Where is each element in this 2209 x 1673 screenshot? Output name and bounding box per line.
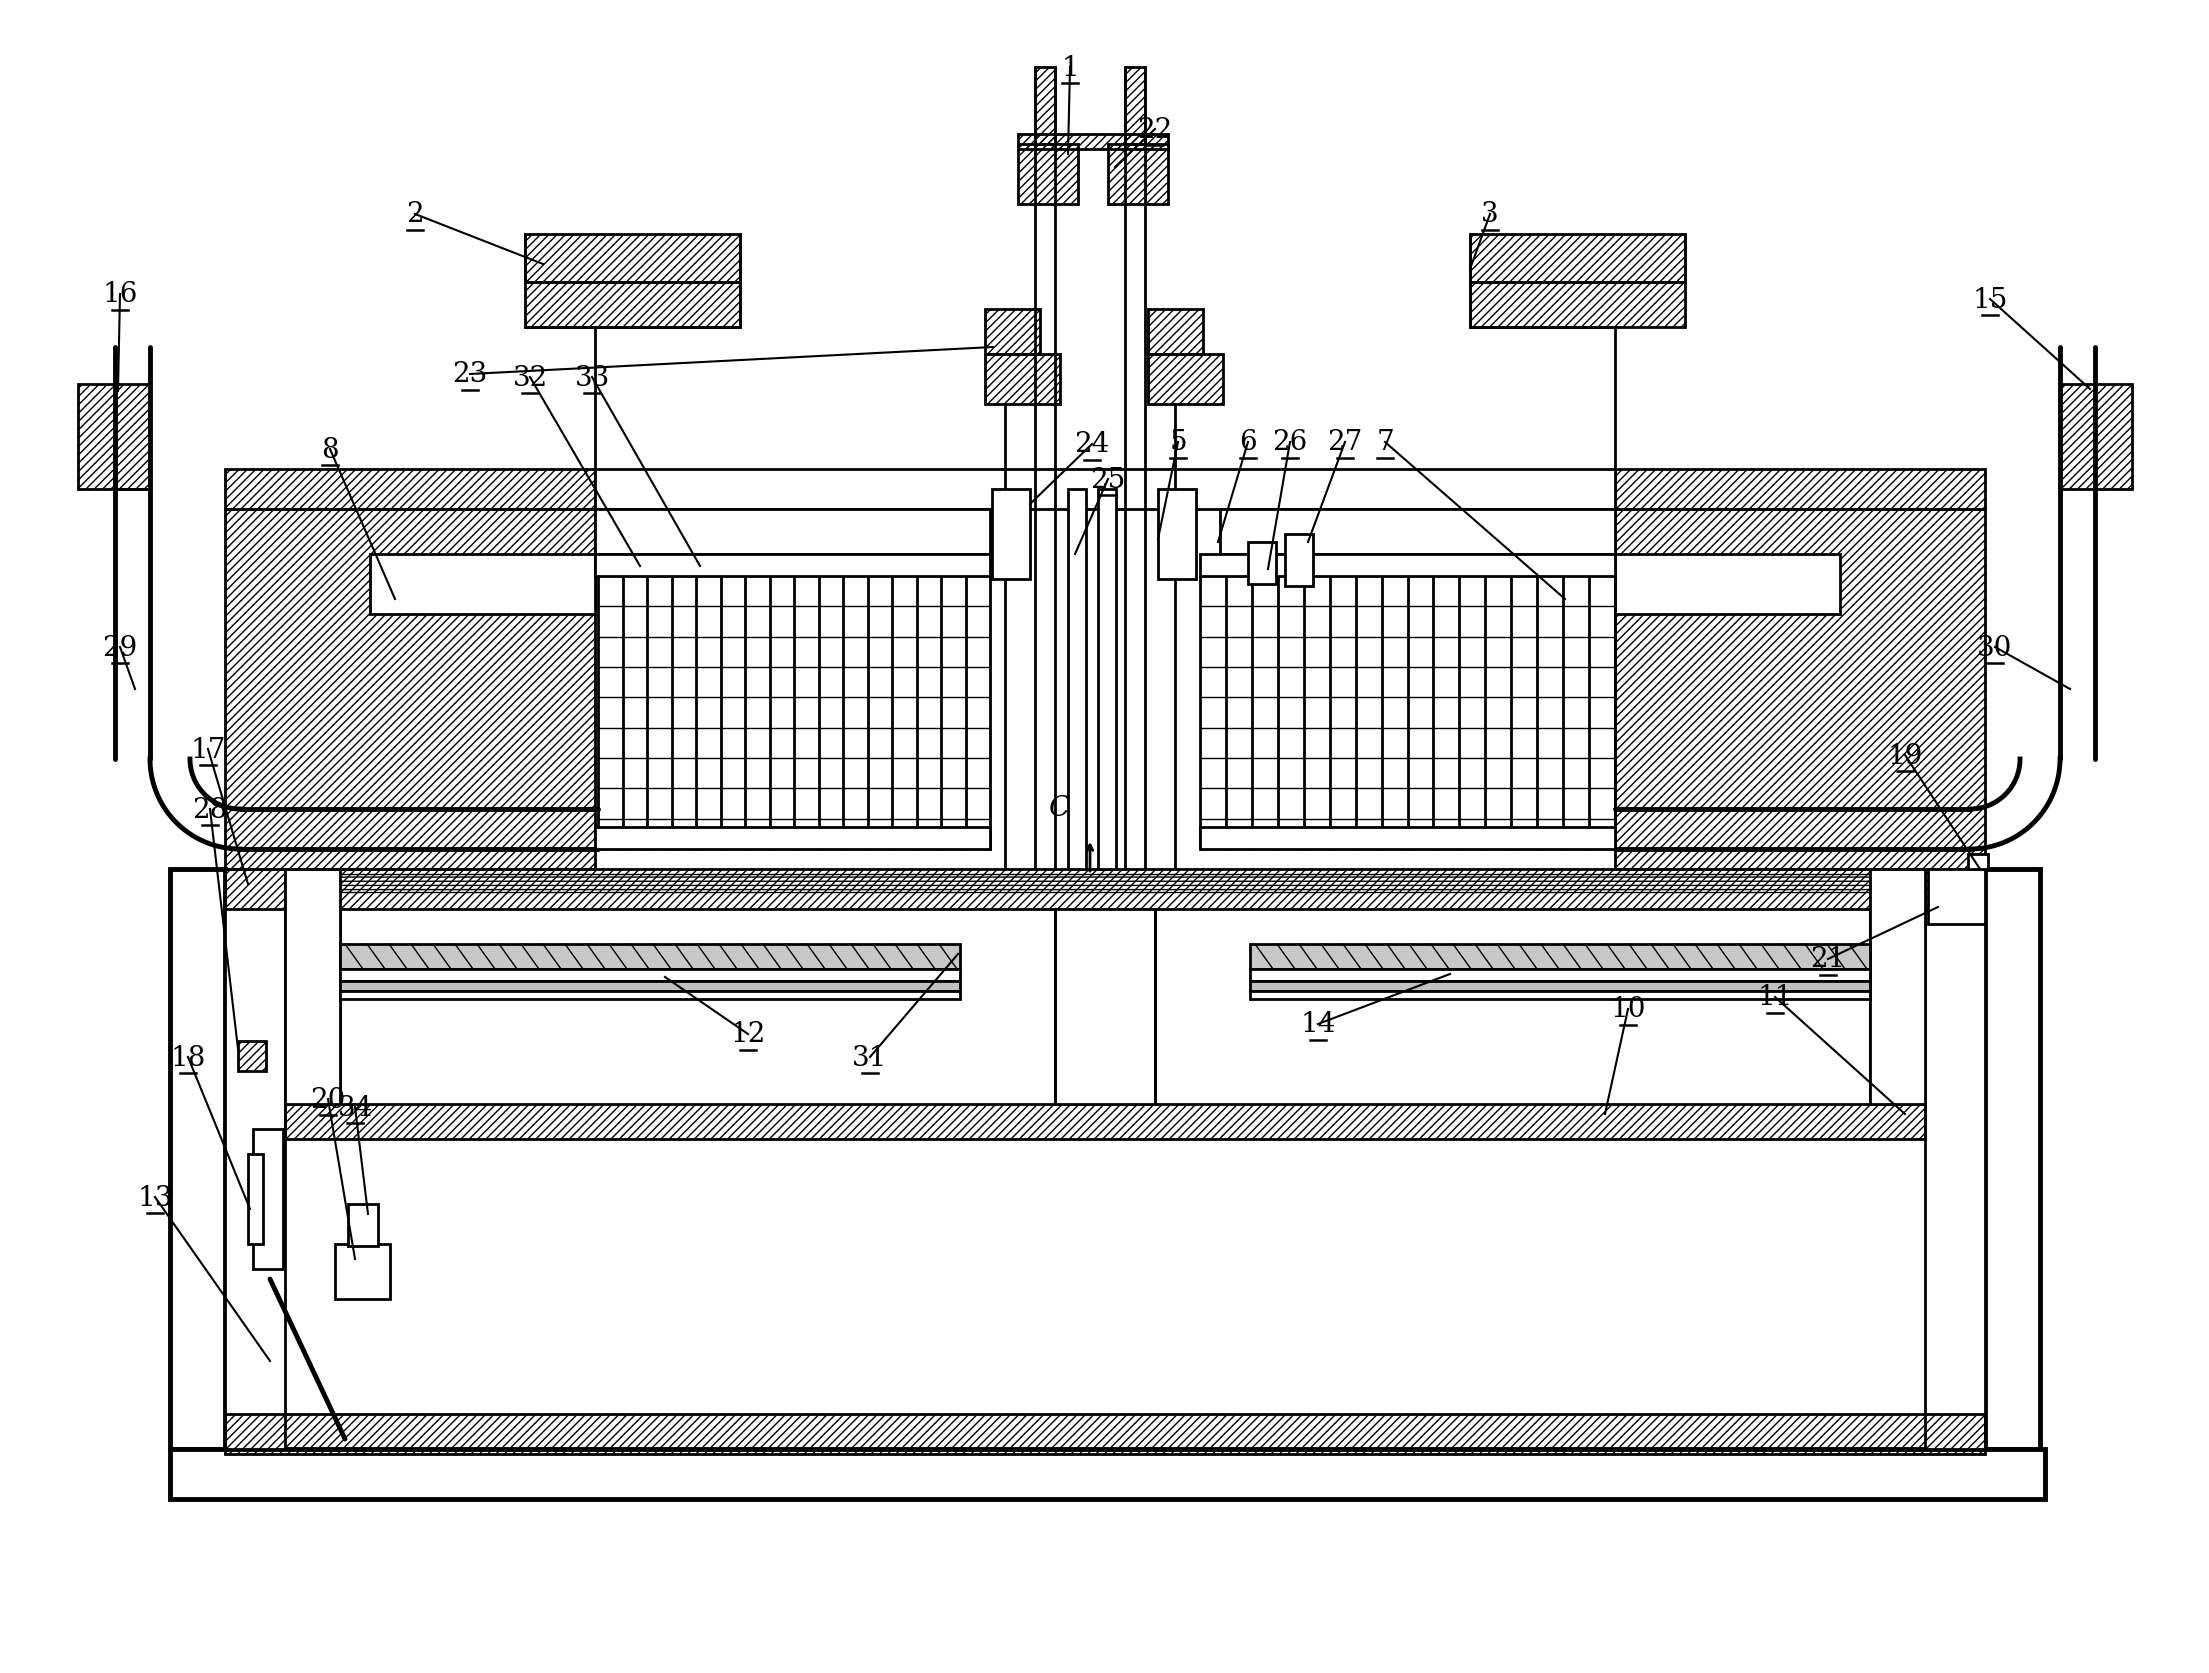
Bar bbox=[1968, 855, 1988, 870]
Bar bbox=[985, 310, 1040, 355]
Text: 24: 24 bbox=[1074, 432, 1109, 458]
Bar bbox=[1067, 490, 1087, 870]
Bar bbox=[170, 870, 225, 1449]
Text: 17: 17 bbox=[190, 736, 225, 763]
Bar bbox=[1036, 69, 1056, 146]
Text: 26: 26 bbox=[1272, 430, 1308, 457]
Bar bbox=[1199, 555, 1615, 577]
Bar bbox=[1924, 870, 1986, 1449]
Text: 23: 23 bbox=[453, 361, 488, 388]
Text: 11: 11 bbox=[1756, 984, 1794, 1010]
Bar bbox=[170, 1449, 2046, 1499]
Bar bbox=[225, 510, 594, 870]
Bar bbox=[1018, 136, 1169, 151]
Text: 20: 20 bbox=[309, 1086, 345, 1113]
Bar bbox=[1149, 355, 1224, 405]
Bar bbox=[369, 555, 594, 614]
Bar bbox=[285, 1104, 1924, 1139]
Bar bbox=[340, 982, 961, 992]
Bar bbox=[254, 1129, 283, 1270]
Bar bbox=[1615, 510, 1986, 870]
Bar bbox=[340, 969, 961, 982]
Bar bbox=[285, 910, 340, 1104]
Text: 32: 32 bbox=[512, 365, 548, 391]
Text: 18: 18 bbox=[170, 1044, 205, 1071]
Bar bbox=[1250, 945, 1871, 969]
Text: 28: 28 bbox=[192, 796, 228, 823]
Bar bbox=[985, 355, 1060, 405]
Bar bbox=[1469, 283, 1685, 328]
Text: 34: 34 bbox=[338, 1094, 373, 1121]
Bar bbox=[1250, 982, 1871, 992]
Bar bbox=[1248, 542, 1277, 584]
Bar bbox=[340, 945, 961, 969]
Bar bbox=[77, 385, 150, 490]
Bar bbox=[594, 555, 990, 577]
Text: 27: 27 bbox=[1328, 430, 1363, 457]
Text: 13: 13 bbox=[137, 1184, 172, 1211]
Text: 33: 33 bbox=[574, 365, 610, 391]
Bar bbox=[526, 234, 740, 283]
Text: 22: 22 bbox=[1138, 117, 1173, 144]
Text: 7: 7 bbox=[1376, 430, 1394, 457]
Bar bbox=[1124, 69, 1144, 146]
Text: 5: 5 bbox=[1169, 430, 1186, 457]
Bar bbox=[225, 1414, 1986, 1454]
Text: 14: 14 bbox=[1301, 1010, 1336, 1037]
Bar bbox=[1219, 510, 1615, 555]
Bar bbox=[340, 875, 1871, 892]
Bar bbox=[340, 992, 961, 999]
Bar bbox=[1199, 828, 1615, 850]
Bar bbox=[526, 283, 740, 328]
Text: 31: 31 bbox=[853, 1044, 888, 1071]
Bar bbox=[992, 490, 1029, 579]
Bar bbox=[2061, 385, 2132, 490]
Bar bbox=[1250, 992, 1871, 999]
Bar bbox=[594, 470, 1615, 510]
Text: 6: 6 bbox=[1239, 430, 1257, 457]
Bar bbox=[336, 1245, 391, 1300]
Bar bbox=[1871, 910, 1924, 1104]
Bar bbox=[285, 870, 340, 1104]
Bar bbox=[349, 1205, 378, 1246]
Text: 2: 2 bbox=[406, 201, 424, 228]
Text: 29: 29 bbox=[102, 634, 137, 661]
Bar bbox=[1615, 555, 1840, 614]
Bar bbox=[247, 1154, 263, 1245]
Bar bbox=[1018, 146, 1078, 204]
Bar bbox=[1056, 910, 1155, 1104]
Text: 30: 30 bbox=[1977, 634, 2012, 661]
Text: 1: 1 bbox=[1060, 55, 1078, 82]
Text: 10: 10 bbox=[1610, 995, 1646, 1022]
Text: C: C bbox=[1049, 795, 1071, 821]
Bar bbox=[1286, 535, 1312, 587]
Bar bbox=[1871, 870, 1924, 1104]
Bar bbox=[1250, 969, 1871, 982]
Bar bbox=[1928, 870, 1986, 925]
Bar bbox=[1469, 234, 1685, 283]
Text: 19: 19 bbox=[1886, 743, 1922, 770]
Bar bbox=[594, 510, 990, 555]
Bar bbox=[225, 470, 594, 510]
Text: 21: 21 bbox=[1811, 945, 1847, 974]
Text: 16: 16 bbox=[102, 281, 137, 308]
Text: 3: 3 bbox=[1482, 201, 1500, 228]
Text: 12: 12 bbox=[731, 1021, 767, 1047]
Bar bbox=[594, 828, 990, 850]
Bar bbox=[1986, 870, 2039, 1449]
Text: 8: 8 bbox=[320, 437, 338, 463]
Bar bbox=[1149, 310, 1204, 355]
Bar bbox=[239, 1041, 265, 1071]
Bar bbox=[1109, 146, 1169, 204]
Bar bbox=[225, 870, 285, 1449]
Text: 25: 25 bbox=[1091, 467, 1127, 494]
Bar bbox=[1158, 490, 1195, 579]
Text: 15: 15 bbox=[1973, 286, 2008, 313]
Bar bbox=[225, 870, 1986, 910]
Bar bbox=[1615, 470, 1986, 510]
Bar bbox=[1098, 490, 1116, 870]
